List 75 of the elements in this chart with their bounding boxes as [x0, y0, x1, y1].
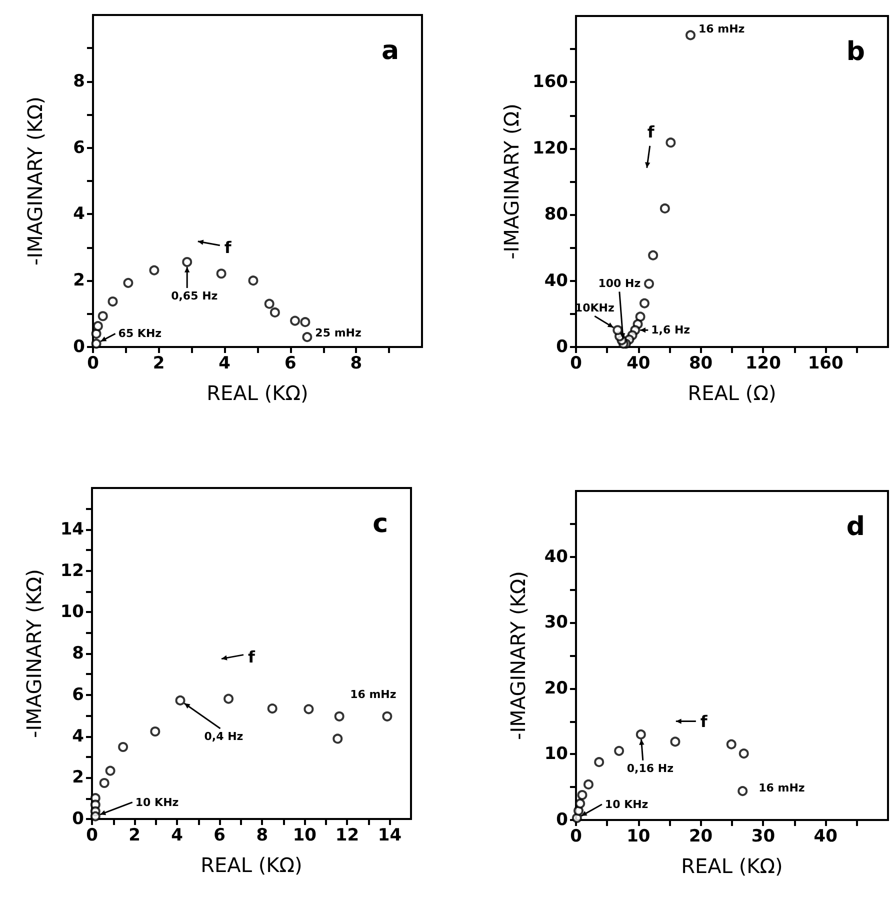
- y-tick-label: 4: [72, 726, 84, 746]
- text: c: [372, 509, 388, 539]
- y-tick-label: 10: [60, 602, 84, 622]
- y-axis-title: -IMAGINARY (KΩ): [22, 569, 46, 738]
- annotation: 0,4 Hz: [204, 730, 244, 743]
- y-tick-label: 4: [73, 204, 86, 224]
- x-tick-label: 4: [171, 826, 184, 846]
- y-tick-label: 0: [73, 337, 86, 357]
- x-tick-label: 14: [378, 826, 402, 846]
- x-tick-label: 6: [214, 826, 226, 846]
- y-axis-title: -IMAGINARY (KΩ): [23, 96, 47, 266]
- y-tick-label: 8: [73, 71, 85, 92]
- y-tick-label: 8: [72, 644, 84, 664]
- y-tick-label: 160: [532, 72, 568, 92]
- y-tick-label: 10: [544, 744, 568, 764]
- x-tick-label: 20: [688, 826, 713, 846]
- annotation: 1,6 Hz: [651, 324, 690, 337]
- x-axis-title: REAL (Ω): [688, 381, 776, 405]
- text: a: [381, 36, 399, 66]
- y-tick-label: 40: [544, 270, 568, 291]
- annotation: 0,16 Hz: [626, 762, 674, 775]
- y-tick-label: 30: [544, 612, 568, 633]
- annotation: 10KHz: [574, 302, 614, 315]
- x-tick-label: 10: [626, 826, 650, 846]
- annotation: 0,65 Hz: [171, 290, 218, 303]
- x-tick-label: 0: [87, 354, 100, 374]
- y-tick-label: 80: [544, 204, 568, 225]
- x-tick-label: 2: [128, 826, 140, 846]
- x-tick-label: 0: [570, 354, 582, 374]
- x-tick-label: 80: [688, 354, 713, 374]
- y-axis-title: -IMAGINARY (Ω): [500, 104, 524, 260]
- annotation: 10 KHz: [604, 798, 648, 811]
- x-tick-label: 10: [292, 826, 317, 846]
- x-tick-label: 8: [256, 826, 268, 846]
- y-tick-label: 2: [73, 270, 85, 291]
- x-tick-label: 4: [218, 354, 231, 374]
- annotation: 16 mHz: [350, 688, 396, 701]
- annotation: f: [700, 712, 708, 731]
- x-tick-label: 2: [152, 354, 165, 374]
- y-tick-label: 120: [532, 138, 568, 158]
- y-tick-label: 0: [556, 337, 568, 357]
- x-tick-label: 30: [751, 826, 776, 846]
- annotation: 100 Hz: [598, 277, 641, 290]
- y-tick-label: 14: [60, 519, 84, 540]
- annotation: f: [248, 647, 256, 666]
- x-tick-label: 40: [814, 826, 838, 846]
- x-tick-label: 8: [350, 354, 362, 374]
- x-tick-label: 0: [570, 826, 582, 846]
- y-tick-label: 0: [556, 810, 568, 830]
- y-tick-label: 2: [72, 768, 84, 788]
- x-tick-label: 6: [284, 354, 296, 374]
- annotation: 10 KHz: [135, 796, 179, 809]
- annotation: 16 mHz: [698, 22, 745, 36]
- text: b: [846, 37, 866, 67]
- x-axis-title: REAL (KΩ): [206, 381, 308, 405]
- y-tick-label: 6: [73, 138, 85, 158]
- x-tick-label: 12: [335, 826, 360, 846]
- annotation: f: [224, 238, 232, 257]
- x-tick-label: 0: [86, 826, 98, 846]
- annotation: 25 mHz: [315, 326, 362, 340]
- text: d: [846, 512, 866, 542]
- x-axis-title: REAL (KΩ): [200, 853, 302, 877]
- y-axis-title: -IMAGINARY (KΩ): [506, 571, 530, 740]
- x-tick-label: 40: [626, 354, 650, 374]
- annotation: 65 KHz: [118, 327, 162, 340]
- y-tick-label: 20: [544, 678, 568, 698]
- annotation: f: [647, 122, 656, 142]
- annotation: 16 mHz: [758, 782, 805, 795]
- y-tick-label: 40: [544, 546, 568, 567]
- x-tick-label: 120: [745, 354, 782, 374]
- y-tick-label: 6: [72, 684, 84, 705]
- x-axis-title: REAL (KΩ): [681, 854, 783, 878]
- y-tick-label: 0: [72, 809, 84, 829]
- x-tick-label: 160: [808, 354, 844, 374]
- y-tick-label: 12: [60, 560, 84, 581]
